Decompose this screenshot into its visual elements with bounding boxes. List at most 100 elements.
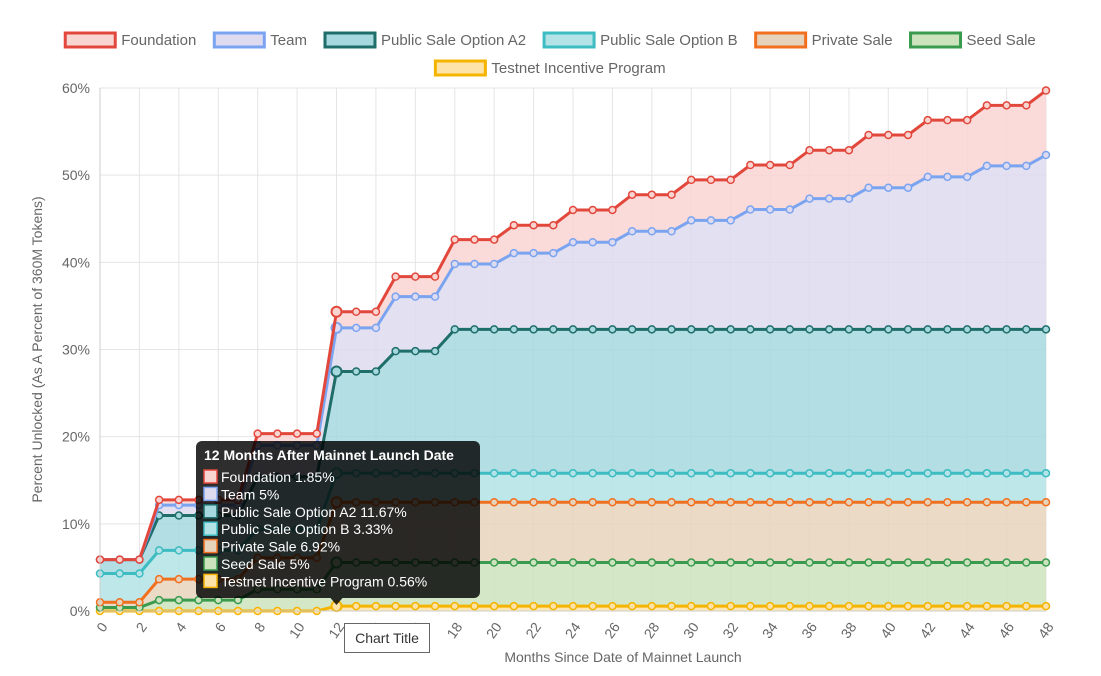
- data-point: [549, 558, 558, 567]
- data-point: [1022, 497, 1031, 507]
- x-tick-label: 26: [601, 619, 623, 641]
- data-point: [824, 145, 834, 155]
- x-tick-label: 34: [759, 619, 781, 641]
- data-point: [549, 468, 558, 478]
- x-tick-label: 6: [211, 619, 229, 635]
- legend-swatch: [433, 59, 487, 77]
- data-point: [588, 558, 597, 567]
- x-tick-label: 46: [995, 619, 1017, 641]
- data-point: [765, 497, 775, 507]
- data-point: [489, 259, 499, 269]
- data-point: [489, 468, 499, 478]
- data-point: [450, 235, 459, 244]
- data-point: [529, 248, 538, 258]
- data-point: [903, 130, 913, 140]
- data-point: [982, 558, 992, 567]
- data-point: [647, 558, 657, 567]
- data-point: [450, 325, 459, 334]
- data-point: [785, 160, 795, 170]
- data-point: [608, 558, 617, 567]
- tooltip-item: Public Sale Option B 3.33%: [221, 521, 393, 537]
- x-tick-label: 48: [1035, 619, 1057, 641]
- data-point: [884, 130, 893, 140]
- data-point: [746, 205, 755, 214]
- data-point: [411, 272, 420, 281]
- legend-swatch: [63, 31, 117, 49]
- data-point: [864, 183, 873, 192]
- data-point: [844, 325, 854, 334]
- data-point: [647, 497, 657, 507]
- data-point: [568, 497, 578, 507]
- data-point: [746, 558, 755, 567]
- data-point: [351, 307, 361, 317]
- data-point: [785, 558, 795, 567]
- tooltip-title: 12 Months After Mainnet Launch Date: [204, 447, 454, 463]
- y-tick-label: 30%: [62, 342, 90, 358]
- data-point: [509, 248, 519, 258]
- tooltip-swatch: [203, 521, 218, 536]
- data-point: [608, 497, 617, 507]
- data-point: [923, 601, 932, 611]
- data-point: [529, 220, 538, 230]
- data-point: [588, 237, 597, 247]
- data-point: [923, 558, 932, 567]
- data-point: [1022, 601, 1031, 611]
- data-point: [568, 205, 578, 215]
- data-point: [588, 468, 597, 478]
- data-point: [253, 429, 262, 438]
- data-point: [154, 495, 164, 505]
- data-point: [430, 292, 440, 301]
- data-point: [1022, 558, 1031, 567]
- data-point: [489, 497, 499, 507]
- data-point: [706, 497, 716, 507]
- x-tick-label: 36: [798, 619, 820, 641]
- data-point: [391, 346, 400, 356]
- data-point: [884, 183, 893, 192]
- data-point: [962, 601, 972, 611]
- data-point: [509, 220, 519, 230]
- data-point: [1002, 497, 1011, 507]
- data-point: [470, 601, 479, 611]
- tooltip-item: Seed Sale 5%: [221, 556, 310, 572]
- data-point: [154, 546, 164, 555]
- data-point: [726, 601, 735, 611]
- data-point: [667, 468, 676, 478]
- x-tick-label: 30: [680, 619, 702, 641]
- data-point: [864, 601, 873, 611]
- y-tick-label: 20%: [62, 429, 90, 445]
- legend-item-testnet-incentive-program: Testnet Incentive Program: [433, 59, 666, 77]
- area-team: [100, 155, 1046, 560]
- data-point: [391, 292, 400, 301]
- data-point: [805, 601, 814, 611]
- legend-label: Private Sale: [812, 32, 893, 49]
- data-point: [174, 574, 184, 584]
- data-point: [785, 325, 795, 334]
- data-point: [982, 161, 992, 171]
- data-point: [330, 305, 343, 318]
- data-point: [391, 272, 400, 281]
- data-point: [115, 569, 124, 578]
- data-point: [568, 325, 578, 334]
- data-point: [568, 468, 578, 478]
- data-point: [174, 495, 184, 505]
- data-point: [1002, 601, 1011, 611]
- data-point: [864, 497, 873, 507]
- data-point: [154, 595, 164, 605]
- tooltip-item: Testnet Incentive Program 0.56%: [221, 573, 427, 589]
- data-point: [943, 468, 952, 478]
- data-point: [1002, 161, 1011, 171]
- data-point: [509, 601, 519, 611]
- data-point: [647, 190, 657, 199]
- data-point: [568, 558, 578, 567]
- data-point: [1002, 101, 1011, 110]
- data-point: [726, 175, 735, 185]
- x-tick-label: 44: [956, 619, 978, 641]
- data-point: [844, 468, 854, 478]
- legend-label: Seed Sale: [967, 32, 1036, 49]
- data-point: [371, 601, 381, 611]
- data-point: [115, 598, 124, 607]
- legend-label: Public Sale Option B: [600, 32, 738, 49]
- data-point: [746, 601, 755, 611]
- tooltip-caret: [330, 598, 343, 605]
- data-point: [549, 497, 558, 507]
